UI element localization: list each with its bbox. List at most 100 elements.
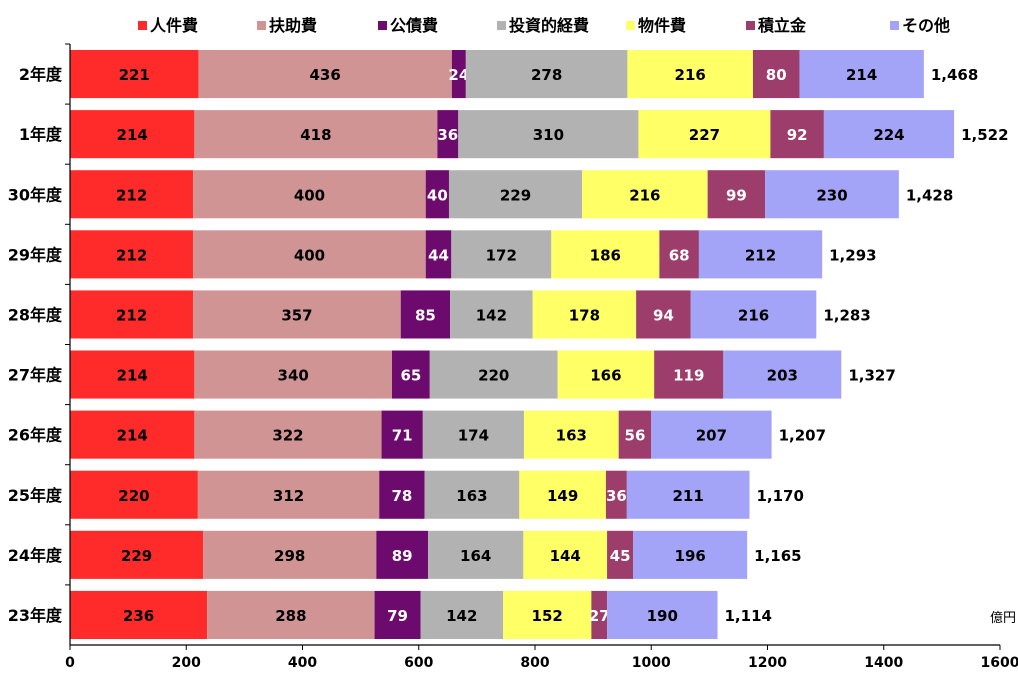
total-label: 1,327 [848, 367, 895, 385]
data-label: 142 [476, 306, 507, 324]
data-label: 357 [281, 306, 312, 324]
x-tick-label: 800 [520, 655, 549, 671]
data-label: 288 [275, 607, 306, 625]
data-label: 196 [675, 547, 706, 565]
data-label: 163 [456, 487, 487, 505]
total-label: 1,207 [779, 427, 826, 445]
legend-label: 投資的経費 [509, 16, 589, 35]
data-label: 78 [391, 487, 412, 505]
data-label: 212 [116, 186, 147, 204]
data-label: 40 [427, 186, 448, 204]
data-label: 203 [767, 367, 798, 385]
legend-item: 物件費 [626, 12, 686, 36]
category-label: 30年度 [8, 185, 63, 204]
category-label: 24年度 [8, 546, 63, 565]
data-label: 99 [726, 186, 747, 204]
total-label: 1,522 [961, 126, 1008, 144]
data-label: 85 [415, 306, 436, 324]
legend-label: 公債費 [390, 16, 438, 35]
data-label: 221 [119, 66, 150, 84]
data-label: 214 [117, 126, 148, 144]
category-label: 28年度 [8, 305, 63, 324]
legend-swatch [890, 21, 899, 30]
data-label: 212 [116, 246, 147, 264]
data-label: 400 [294, 186, 325, 204]
data-label: 298 [274, 547, 305, 565]
data-label: 322 [272, 427, 303, 445]
data-label: 94 [653, 306, 674, 324]
data-label: 164 [460, 547, 491, 565]
data-label: 212 [745, 246, 776, 264]
x-tick-label: 600 [404, 655, 433, 671]
data-label: 80 [766, 66, 787, 84]
legend-label: 扶助費 [269, 16, 317, 35]
legend-item: 人件費 [138, 12, 198, 36]
legend-swatch [626, 21, 635, 30]
data-label: 216 [675, 66, 706, 84]
data-label: 71 [392, 427, 413, 445]
legend-swatch [138, 21, 147, 30]
category-label: 29年度 [8, 245, 63, 264]
x-tick-label: 1600 [981, 655, 1018, 671]
data-label: 56 [625, 427, 646, 445]
data-label: 278 [531, 66, 562, 84]
data-label: 44 [428, 246, 449, 264]
data-label: 230 [816, 186, 847, 204]
legend-swatch [497, 21, 506, 30]
x-tick-label: 1000 [632, 655, 671, 671]
data-label: 172 [486, 246, 517, 264]
data-label: 174 [458, 427, 489, 445]
data-label: 236 [123, 607, 154, 625]
total-label: 1,165 [754, 547, 801, 565]
legend-item: その他 [890, 12, 950, 36]
data-label: 163 [556, 427, 587, 445]
total-label: 1,170 [756, 487, 803, 505]
data-label: 214 [846, 66, 877, 84]
legend-swatch [378, 21, 387, 30]
category-label: 1年度 [19, 125, 63, 144]
legend-item: 投資的経費 [497, 12, 589, 36]
data-label: 207 [696, 427, 727, 445]
legend-label: 物件費 [638, 16, 686, 35]
data-label: 216 [738, 306, 769, 324]
data-label: 310 [533, 126, 564, 144]
data-label: 214 [117, 367, 148, 385]
data-label: 152 [532, 607, 563, 625]
data-label: 144 [550, 547, 581, 565]
data-label: 436 [310, 66, 341, 84]
data-label: 220 [118, 487, 149, 505]
x-tick-label: 200 [172, 655, 201, 671]
legend-label: その他 [902, 16, 950, 35]
total-label: 1,283 [823, 306, 870, 324]
total-label: 1,293 [829, 246, 876, 264]
data-label: 68 [669, 246, 690, 264]
total-label: 1,428 [906, 186, 953, 204]
data-label: 36 [606, 487, 627, 505]
legend-swatch [746, 21, 755, 30]
legend-label: 人件費 [150, 16, 198, 35]
data-label: 178 [569, 306, 600, 324]
category-label: 23年度 [8, 606, 63, 625]
legend-label: 積立金 [758, 16, 806, 35]
category-label: 27年度 [8, 366, 63, 385]
data-label: 229 [500, 186, 531, 204]
data-label: 149 [547, 487, 578, 505]
category-label: 25年度 [8, 486, 63, 505]
legend-item: 公債費 [378, 12, 438, 36]
data-label: 212 [116, 306, 147, 324]
unit-label: 億円 [990, 607, 1016, 626]
data-label: 89 [392, 547, 413, 565]
data-label: 214 [117, 427, 148, 445]
x-tick-label: 0 [65, 655, 75, 671]
data-label: 166 [590, 367, 621, 385]
data-label: 227 [689, 126, 720, 144]
data-label: 400 [294, 246, 325, 264]
legend-item: 積立金 [746, 12, 806, 36]
category-label: 2年度 [19, 65, 63, 84]
legend: 人件費 扶助費 公債費 投資的経費 物件費 積立金 その他 [0, 4, 1018, 38]
data-label: 36 [437, 126, 458, 144]
data-label: 229 [121, 547, 152, 565]
data-label: 79 [387, 607, 408, 625]
data-label: 142 [446, 607, 477, 625]
